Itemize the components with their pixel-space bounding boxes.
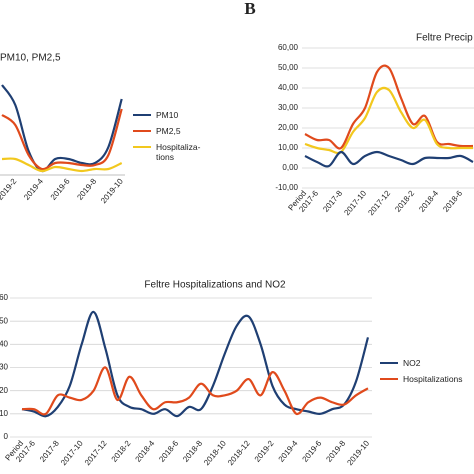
y-tick-label: 20 (0, 386, 9, 395)
legend-item: PM10 (133, 110, 195, 120)
x-tick-label: 2019-6 (300, 438, 323, 463)
legend-swatch (133, 130, 151, 132)
y-tick-label: -10,00 (275, 183, 298, 192)
legend-swatch (380, 378, 398, 380)
x-tick-label: 2017-12 (83, 438, 109, 467)
series-line (304, 64, 474, 150)
x-tick-label: 2018-4 (133, 438, 156, 463)
x-tick-label: 2017-8 (38, 438, 61, 463)
series-line (1, 157, 123, 173)
legend-label: PM10 (156, 110, 179, 120)
y-tick-label: 60 (0, 293, 9, 302)
legend-label: Hospitaliza-tions (156, 142, 201, 162)
x-tick-label: 2019-6 (49, 176, 72, 201)
legend-label: NO2 (403, 358, 421, 368)
x-tick-label: 2018-8 (181, 438, 204, 463)
y-tick-label: 40,00 (278, 83, 299, 92)
series-line (1, 84, 123, 173)
x-tick-label: 2019-8 (324, 438, 347, 463)
legend-label: PM2,5 (156, 126, 181, 136)
x-tick-label: 2018-6 (157, 438, 180, 463)
series-line (21, 310, 370, 418)
legend-item: Hospitalizations (380, 374, 463, 384)
x-tick-label: 2019-8 (75, 176, 98, 201)
y-tick-label: 60,00 (278, 43, 299, 52)
series-line (1, 108, 123, 171)
y-tick-label: 40 (0, 339, 9, 348)
legend-item: PM2,5 (133, 126, 195, 136)
y-tick-label: 0,00 (282, 163, 298, 172)
x-tick-label: 2019-2 (0, 176, 19, 201)
y-tick-label: 10 (0, 409, 9, 418)
y-tick-label: 0 (4, 432, 9, 441)
legend-swatch (133, 114, 151, 116)
x-tick-label: 2018-12 (226, 438, 252, 467)
chart-title: PM10, PM2,5 (0, 53, 61, 64)
y-tick-label: 50,00 (278, 63, 299, 72)
x-tick-label: 2018-4 (417, 188, 440, 213)
x-tick-label: 2018-6 (441, 188, 464, 213)
series-line (304, 150, 474, 168)
legend-swatch (380, 362, 398, 364)
x-tick-label: 2019-10 (99, 176, 125, 205)
x-tick-label: 2019-2 (253, 438, 276, 463)
chart-title: Feltre Hospitalizations and NO2 (144, 280, 286, 291)
legend-item: Hospitaliza-tions (133, 142, 200, 162)
x-tick-label: 2018-2 (393, 188, 416, 213)
legend-swatch (133, 146, 151, 148)
x-tick-label: 2018-2 (110, 438, 133, 463)
x-tick-label: 2017-10 (342, 188, 368, 217)
x-tick-label: 2019-4 (277, 438, 300, 463)
legend-item: NO2 (380, 358, 442, 368)
x-tick-label: 2017-10 (59, 438, 85, 467)
legend: PM10 PM2,5 Hospitaliza-tions (133, 110, 200, 168)
y-tick-label: 30,00 (278, 103, 299, 112)
chart-title: Feltre Precip (416, 33, 473, 44)
y-tick-label: 30 (0, 363, 9, 372)
series-line (21, 366, 369, 416)
x-tick-label: 2017-8 (321, 188, 344, 213)
y-tick-label: 10,00 (278, 143, 299, 152)
series-line (304, 86, 473, 155)
x-tick-label: 2019-4 (22, 176, 45, 201)
legend-label: Hospitalizations (403, 374, 463, 384)
x-tick-label: 2019-10 (345, 438, 371, 467)
x-tick-label: 2018-10 (202, 438, 228, 467)
panel-label: B (244, 0, 255, 18)
x-tick-label: 2017-12 (366, 188, 392, 217)
legend: NO2 Hospitalizations (380, 358, 463, 390)
y-tick-label: 20,00 (278, 123, 299, 132)
y-tick-label: 50 (0, 316, 9, 325)
